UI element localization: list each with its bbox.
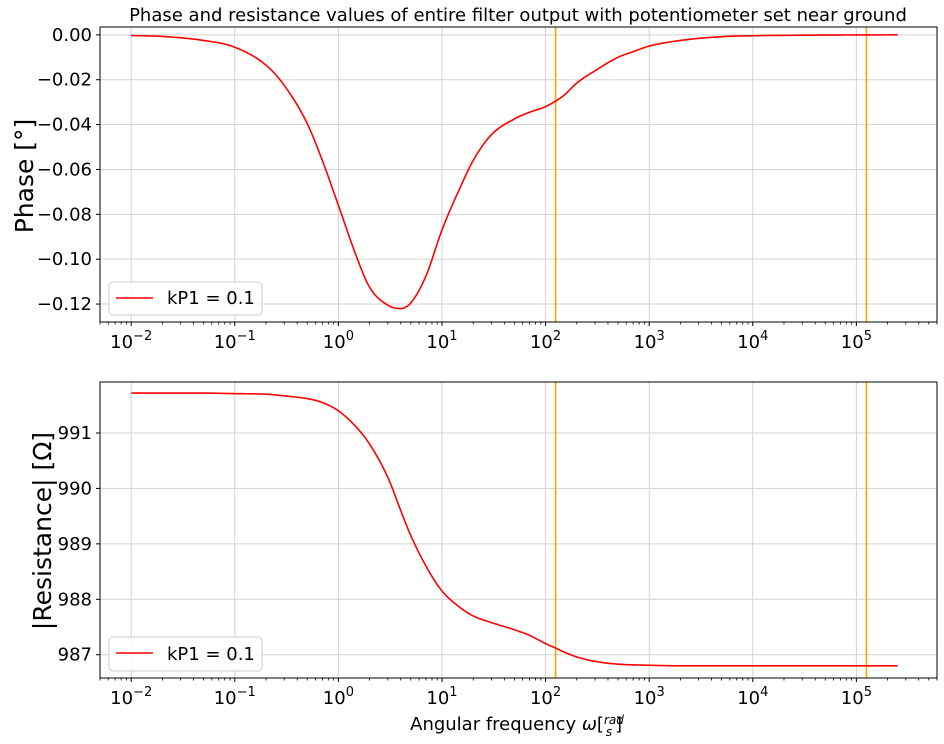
resistance-y-axis-label: |Resistance| [Ω]: [28, 432, 57, 630]
phase-legend-label: kP1 = 0.1: [167, 288, 255, 309]
y-tick-label: −0.08: [37, 204, 92, 225]
chart-title: Phase and resistance values of entire fi…: [129, 5, 907, 26]
y-tick-label: −0.10: [37, 249, 92, 270]
x-tick-label: 10−1: [214, 685, 256, 709]
y-tick-label: 987: [58, 645, 92, 666]
y-tick-label: 989: [58, 534, 92, 555]
x-tick-label: 10−2: [110, 329, 152, 353]
phase-reference-lines: [554, 27, 868, 322]
y-tick-label: −0.04: [37, 115, 92, 136]
resistance-plot-frame: [99, 381, 938, 679]
series-line: [131, 34, 898, 310]
x-tick-label: 10−1: [214, 329, 256, 353]
x-tick-label: 105: [841, 329, 872, 353]
y-tick-label: −0.06: [37, 159, 92, 180]
y-tick-label: 991: [58, 423, 92, 444]
y-tick-label: −0.12: [37, 294, 92, 315]
x-tick-label: 100: [323, 329, 354, 353]
x-tick-label: 105: [841, 685, 872, 709]
phase-x-ticks: 10−2 10−1 100 101 102 103 104 105: [99, 322, 938, 353]
y-tick-label: 988: [58, 589, 92, 610]
resistance-reference-lines: [554, 382, 868, 678]
x-tick-label: 102: [530, 329, 561, 353]
resistance-legend-label: kP1 = 0.1: [167, 644, 255, 665]
x-tick-label: 104: [737, 685, 768, 709]
x-tick-label: 104: [737, 329, 768, 353]
y-tick-label: −0.02: [37, 70, 92, 91]
x-tick-label: 103: [634, 685, 665, 709]
x-tick-label: 10−2: [110, 685, 152, 709]
resistance-chart: 10−2 10−1 100 101 102 103 104 105 9919909899889…: [28, 381, 938, 739]
x-axis-label: Angular frequency ω[rad s]: [410, 713, 624, 739]
phase-chart: Phase and resistance values of entire fi…: [10, 5, 938, 353]
x-tick-label: 103: [634, 329, 665, 353]
resistance-x-ticks: 10−2 10−1 100 101 102 103 104 105: [99, 678, 938, 709]
resistance-y-ticks: 991 990 989 988 987: [58, 423, 100, 666]
phase-grid: [100, 27, 937, 322]
phase-legend: kP1 = 0.1: [108, 281, 263, 316]
phase-y-axis-label: Phase [°]: [10, 119, 39, 234]
resistance-series: [131, 392, 898, 667]
x-tick-label: 102: [530, 685, 561, 709]
phase-series: [131, 34, 898, 310]
x-tick-label: 101: [426, 329, 457, 353]
resistance-legend: kP1 = 0.1: [108, 636, 263, 672]
y-tick-label: 0.00: [52, 25, 92, 46]
y-tick-label: 990: [58, 478, 92, 499]
x-tick-label: 101: [426, 685, 457, 709]
phase-y-ticks: 0.00 −0.02 −0.04 −0.06 −0.08 −0.10 −0.12: [37, 25, 100, 315]
series-line: [131, 392, 898, 667]
phase-plot-frame: [99, 26, 938, 323]
x-tick-label: 100: [323, 685, 354, 709]
